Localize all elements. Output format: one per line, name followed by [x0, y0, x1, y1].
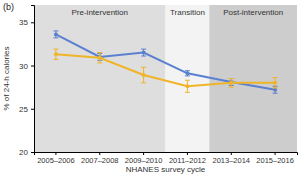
error-bar	[185, 80, 190, 92]
title: (b)	[3, 2, 14, 12]
point	[142, 51, 146, 55]
point	[273, 88, 277, 92]
y-tick-label: 20	[19, 148, 28, 157]
error-bar-cap	[185, 75, 190, 76]
x-tick-label: 2015–2016	[256, 156, 294, 165]
y-tick-mark	[31, 22, 34, 23]
error-bar	[141, 67, 146, 83]
error-bar-cap	[273, 93, 278, 94]
error-bar	[97, 53, 102, 63]
region	[166, 5, 210, 152]
point	[98, 56, 102, 60]
error-bar	[185, 71, 190, 76]
y-tick-mark	[31, 66, 34, 67]
error-bar-cap	[273, 88, 278, 89]
error-bar	[141, 49, 146, 56]
region-label: Transition	[170, 8, 205, 17]
chart: Pre-intervention Transition Post-intervent…	[0, 0, 300, 174]
error-bar-cap	[53, 59, 58, 60]
y-tick: 20	[19, 148, 34, 157]
point	[142, 73, 146, 77]
x-tick: 2011–2012	[169, 152, 206, 165]
point	[229, 81, 233, 85]
series-line	[56, 34, 275, 89]
x-tick-mark	[275, 152, 276, 155]
region	[34, 5, 166, 152]
y-axis-line	[31, 6, 35, 153]
error-bar-cap	[53, 49, 58, 50]
error-bar	[53, 31, 58, 38]
point	[273, 81, 277, 85]
y-tick-label: 25	[19, 105, 28, 114]
error-bar-cap	[185, 80, 190, 81]
error-bar-cap	[141, 67, 146, 68]
point	[54, 32, 58, 36]
x-axis: 2005–2006 2007–2008 2009–2010 2011–2012 2013…	[35, 152, 298, 165]
x-tick: 2015–2016	[256, 152, 294, 165]
region-label: Post-intervention	[223, 8, 283, 17]
error-bar-cap	[185, 92, 190, 93]
x-tick-label: 2013–2014	[212, 156, 250, 165]
x-tick-label: 2009–2010	[125, 156, 163, 165]
x-tick: 2007–2008	[81, 152, 119, 165]
point	[185, 71, 189, 75]
error-bar-cap	[185, 70, 190, 71]
x-axis-line	[35, 153, 298, 156]
region-label: Pre-intervention	[72, 8, 128, 17]
error-bar-cap	[273, 77, 278, 78]
error-bar-cap	[141, 56, 146, 57]
error-bar-cap	[53, 30, 58, 31]
error-bar	[53, 49, 58, 59]
regions: Pre-intervention Transition Post-intervent…	[34, 5, 297, 152]
x-tick-mark	[99, 152, 100, 155]
point	[185, 84, 189, 88]
error-bar-cap	[229, 78, 234, 79]
error-bar-cap	[141, 49, 146, 50]
error-bar-cap	[97, 52, 102, 53]
marks	[53, 31, 277, 93]
error-bar-cap	[141, 82, 146, 83]
x-tick: 2013–2014	[212, 152, 250, 165]
y-tick-label: 30	[19, 62, 28, 71]
y-tick-mark	[31, 109, 34, 110]
y-tick-label: 35	[19, 18, 28, 27]
y-tick: 25	[19, 105, 34, 114]
y-tick: 35	[19, 18, 34, 27]
y-tick-mark	[31, 152, 34, 153]
error-bar	[229, 79, 234, 88]
plot: Pre-intervention Transition Post-intervent…	[19, 5, 297, 165]
x-tick-label: 2007–2008	[81, 156, 119, 165]
y-axis: 20 25 30 35	[19, 6, 34, 158]
error-bar-cap	[53, 37, 58, 38]
x-tick-mark	[143, 152, 144, 155]
error-bar-cap	[229, 87, 234, 88]
x-tick-mark	[55, 152, 56, 155]
x-tick-mark	[231, 152, 232, 155]
region	[209, 5, 297, 152]
error-bar-cap	[229, 78, 234, 79]
x-tick-mark	[187, 152, 188, 155]
series-line	[56, 54, 275, 86]
x-tick: 2009–2010	[125, 152, 163, 165]
x-tick-label: 2005–2006	[37, 156, 75, 165]
x-tick-label: 2011–2012	[169, 156, 206, 165]
x-axis-title: NHANES survey cycle	[126, 165, 206, 174]
x-tick: 2005–2006	[37, 152, 75, 165]
error-bar-cap	[97, 62, 102, 63]
y-tick: 30	[19, 62, 34, 71]
point	[54, 52, 58, 56]
y-axis-title: % of 24-h calories	[2, 46, 11, 110]
error-bar	[273, 78, 278, 88]
